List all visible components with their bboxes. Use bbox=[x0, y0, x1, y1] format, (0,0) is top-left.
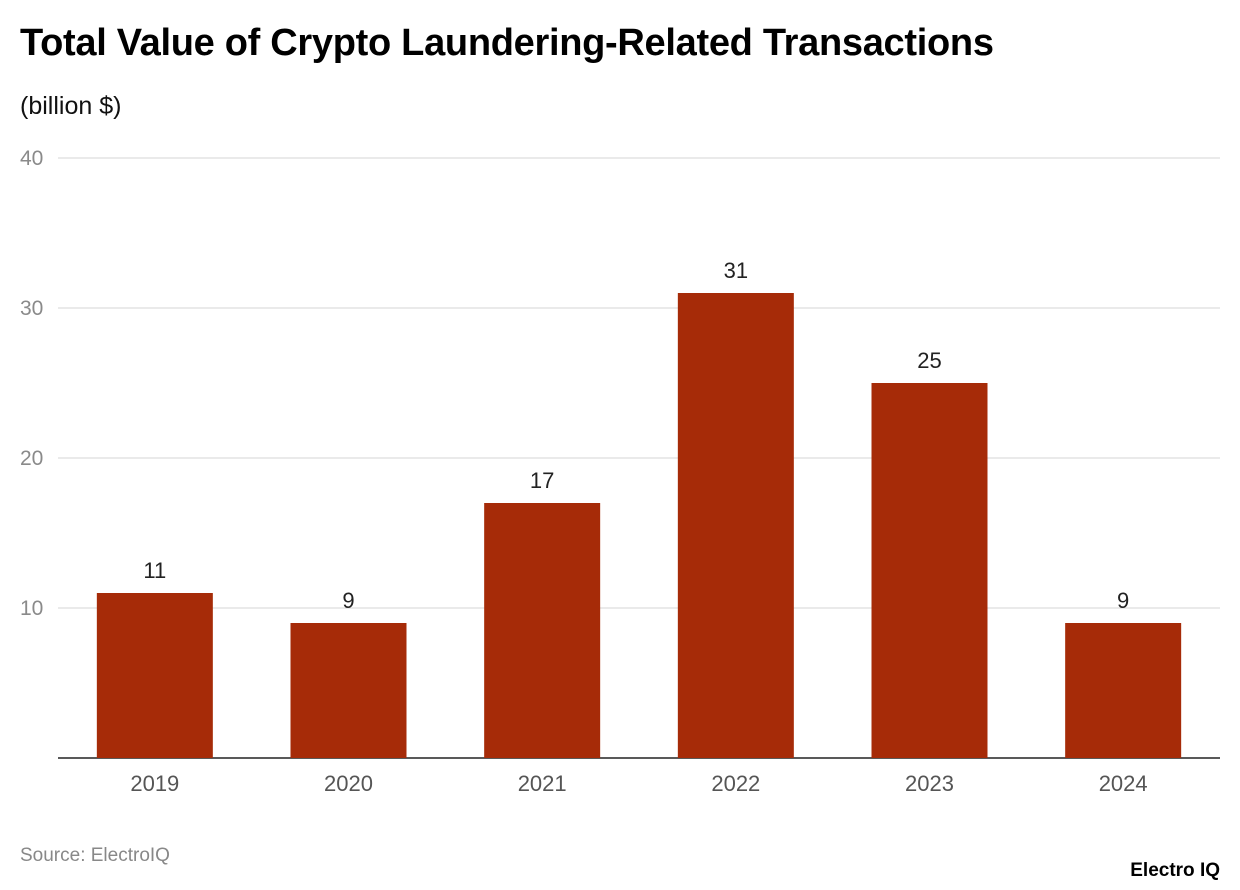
data-label-2021: 17 bbox=[530, 468, 554, 493]
bar-2020 bbox=[290, 623, 407, 758]
labels: 10 20 30 40 11 2019 9 2020 17 2021 31 2022 25 2023 9 20… bbox=[20, 147, 1148, 796]
bars bbox=[96, 293, 1182, 758]
chart-title: Total Value of Crypto Laundering-Related… bbox=[20, 22, 994, 64]
data-label-2020: 9 bbox=[342, 588, 354, 613]
x-tick-label-2019: 2019 bbox=[130, 771, 179, 796]
y-tick-label: 30 bbox=[20, 297, 43, 320]
x-tick-label-2020: 2020 bbox=[324, 771, 373, 796]
brand-logo: Electro IQ bbox=[1130, 860, 1220, 881]
source-note: Source: ElectroIQ bbox=[20, 845, 170, 866]
data-label-2024: 9 bbox=[1117, 588, 1129, 613]
chart-subtitle: (billion $) bbox=[20, 92, 122, 120]
y-tick-label: 10 bbox=[20, 597, 43, 620]
x-tick-label-2024: 2024 bbox=[1099, 771, 1148, 796]
y-tick-label: 40 bbox=[20, 147, 43, 170]
x-tick-label-2022: 2022 bbox=[711, 771, 760, 796]
data-label-2019: 11 bbox=[143, 558, 166, 583]
x-tick-label-2023: 2023 bbox=[905, 771, 954, 796]
x-tick-label-2021: 2021 bbox=[518, 771, 567, 796]
data-label-2022: 31 bbox=[724, 258, 748, 283]
gridlines bbox=[58, 157, 1220, 759]
bar-2019 bbox=[96, 593, 213, 758]
bar-2021 bbox=[484, 503, 601, 758]
data-label-2023: 25 bbox=[917, 348, 941, 373]
bar-2024 bbox=[1065, 623, 1182, 758]
bar-2023 bbox=[871, 383, 988, 758]
bar-2022 bbox=[677, 293, 794, 758]
y-tick-label: 20 bbox=[20, 447, 43, 470]
